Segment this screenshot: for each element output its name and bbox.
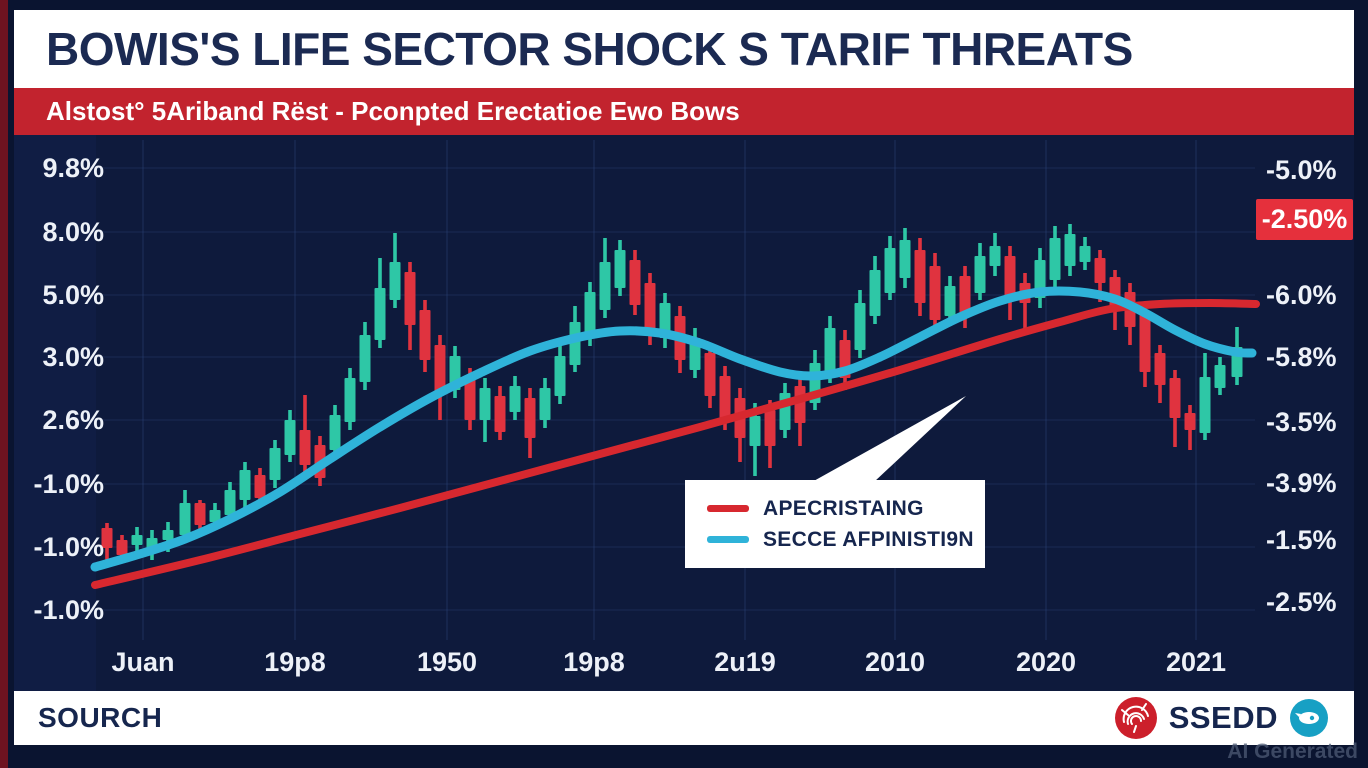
y-axis-gutter <box>14 135 96 692</box>
title-bar: BOWIS'S LIFE SECTOR SHOCK S TARIF THREAT… <box>14 10 1354 88</box>
rose-logo-icon <box>1114 697 1157 739</box>
x-axis-label: Juan <box>111 647 175 677</box>
legend-swatch-red-line <box>707 505 749 512</box>
page-title: BOWIS'S LIFE SECTOR SHOCK S TARIF THREAT… <box>46 23 1133 75</box>
y-axis-label-right: -3.9% <box>1266 468 1337 498</box>
y-axis-label-right: -1.5% <box>1266 525 1337 555</box>
subtitle-text: Alstost° 5Ariband Rëst - Pconpted Erecta… <box>46 96 740 126</box>
y-axis-label-left: 8.0% <box>42 217 104 247</box>
y-axis-label-left: -1.0% <box>33 595 104 625</box>
y-axis-label-left: 9.8% <box>42 153 104 183</box>
legend-item-cyan: SECCE AFPINISTI9N <box>707 528 985 552</box>
legend-box: APECRISTAING SECCE AFPINISTI9N <box>685 480 985 568</box>
x-axis-label: 2020 <box>1015 647 1077 677</box>
y-axis-label-right: -2.5% <box>1266 587 1337 617</box>
y-axis-label-right: -6.0% <box>1266 280 1337 310</box>
x-axis-label: 19p8 <box>563 647 625 677</box>
legend-label-red: APECRISTAING <box>763 496 924 520</box>
y-axis-label-left: -1.0% <box>33 532 104 562</box>
y-axis-label-left: 2.6% <box>42 405 104 435</box>
legend-label-cyan: SECCE AFPINISTI9N <box>763 527 974 551</box>
brand-name: SSEDD <box>1168 700 1278 735</box>
x-axis-label: 1950 <box>416 647 478 677</box>
y-axis-label-left: 3.0% <box>42 342 104 372</box>
left-border-strip <box>0 0 8 768</box>
y-axis-label-left: 5.0% <box>42 280 104 310</box>
teal-badge-icon <box>1290 699 1328 737</box>
brand-lockup: SSEDD <box>1113 695 1330 741</box>
x-axis-label: 2010 <box>864 647 926 677</box>
source-label: SOURCH <box>38 702 163 733</box>
subtitle-bar: Alstost° 5Ariband Rëst - Pconpted Erecta… <box>14 88 1354 135</box>
chart-background <box>14 135 1354 692</box>
legend-item-red: APECRISTAING <box>707 497 985 521</box>
x-axis-label: 2u19 <box>714 647 776 677</box>
footer-bar: SOURCH SSEDD <box>14 691 1354 745</box>
y-axis-label-right: -5.0% <box>1266 155 1337 185</box>
y-axis-label-right: -5.8% <box>1266 342 1337 372</box>
ai-watermark: AI Generated <box>1227 740 1358 763</box>
price-badge: -2.50% <box>1256 199 1353 240</box>
legend-swatch-cyan-line <box>707 536 749 543</box>
y-axis-label-left: -1.0% <box>33 469 104 499</box>
y-axis-label-right: -3.5% <box>1266 407 1337 437</box>
x-axis-label: 19p8 <box>264 647 326 677</box>
x-axis-label: 2021 <box>1165 647 1227 677</box>
